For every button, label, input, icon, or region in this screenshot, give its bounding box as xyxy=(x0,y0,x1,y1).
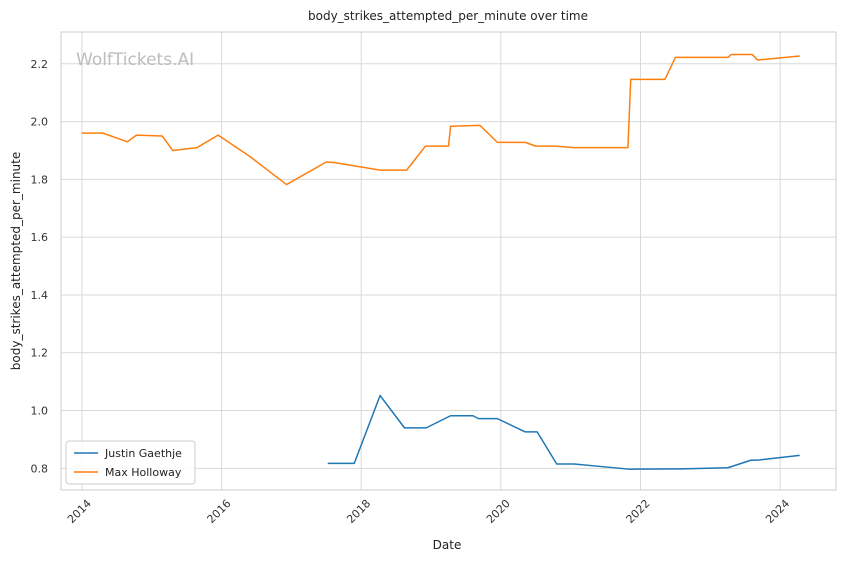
series-lines xyxy=(81,53,800,470)
x-tick-labels: 2014 2016 2018 2020 2022 2024 xyxy=(65,497,792,526)
series-line-max-holloway xyxy=(81,53,800,186)
y-tick-label: 1.0 xyxy=(31,405,49,418)
y-tick-label: 2.0 xyxy=(31,116,49,129)
y-tick-label: 2.2 xyxy=(31,58,49,71)
y-tick-labels: 0.8 1.0 1.2 1.4 1.6 1.8 2.0 2.2 xyxy=(31,58,49,476)
series-line-justin-gaethje xyxy=(327,394,800,470)
x-tick-label: 2018 xyxy=(344,497,373,526)
x-tick-label: 2016 xyxy=(205,497,234,526)
legend-label-max-holloway: Max Holloway xyxy=(105,466,182,479)
watermark: WolfTickets.AI xyxy=(76,50,194,70)
legend-box xyxy=(65,440,196,485)
x-tick-label: 2014 xyxy=(65,497,94,526)
legend-label-justin-gaethje: Justin Gaethje xyxy=(104,447,182,460)
y-tick-label: 1.6 xyxy=(31,231,49,244)
y-tick-label: 0.8 xyxy=(31,462,49,475)
legend: Justin Gaethje Max Holloway xyxy=(65,440,196,485)
x-axis-label: Date xyxy=(433,538,462,552)
y-tick-label: 1.2 xyxy=(31,347,49,360)
y-tick-label: 1.4 xyxy=(31,289,49,302)
y-axis-label: body_strikes_attempted_per_minute xyxy=(9,152,23,370)
x-tick-label: 2020 xyxy=(484,497,513,526)
plot-frame xyxy=(60,31,837,491)
grid xyxy=(61,32,836,490)
y-tick-label: 1.8 xyxy=(31,173,49,186)
chart-title: body_strikes_attempted_per_minute over t… xyxy=(308,9,588,23)
x-tick-label: 2024 xyxy=(763,497,792,526)
x-tick-label: 2022 xyxy=(624,497,653,526)
